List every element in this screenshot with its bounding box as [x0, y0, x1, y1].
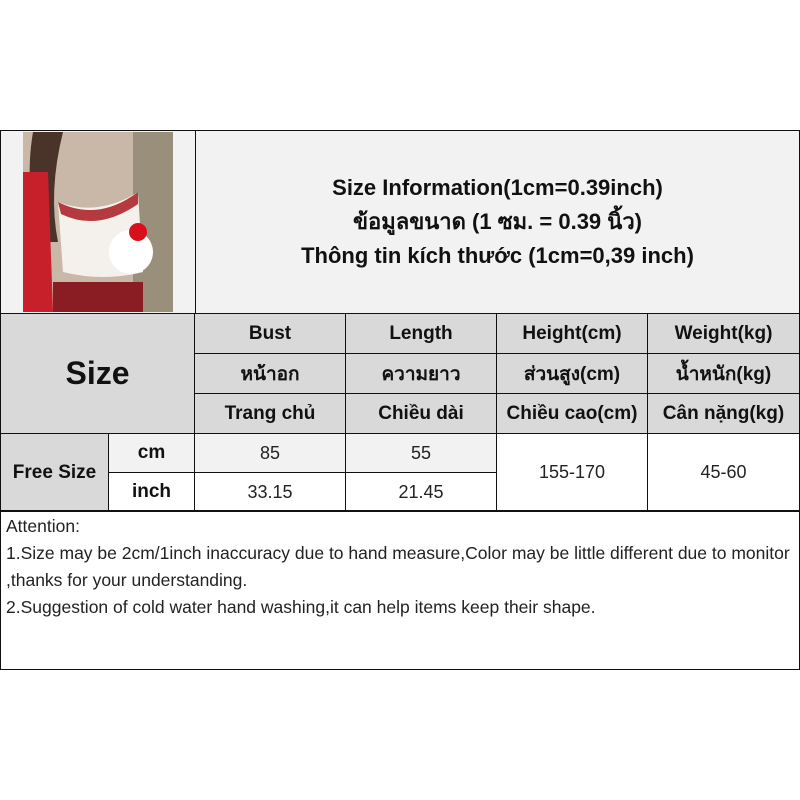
header-bust-th: หน้าอก	[194, 353, 346, 394]
attention-note-2: 2.Suggestion of cold water hand washing,…	[6, 597, 596, 617]
attention-heading: Attention:	[6, 516, 80, 536]
header-height-vi: Chiều cao(cm)	[496, 393, 648, 434]
header-bust-vi: Trang chủ	[194, 393, 346, 434]
bust-cm: 85	[194, 433, 346, 473]
length-inch: 21.45	[345, 472, 497, 512]
header-length-en: Length	[345, 313, 497, 354]
unit-inch: inch	[108, 472, 195, 512]
header-height-en: Height(cm)	[496, 313, 648, 354]
header-weight-th: น้ำหนัก(kg)	[647, 353, 800, 394]
height-range: 155-170	[496, 433, 648, 512]
size-header: Size	[0, 313, 195, 434]
unit-cm: cm	[108, 433, 195, 473]
product-photo	[23, 132, 173, 312]
title-english: Size Information(1cm=0.39inch)	[332, 175, 663, 200]
length-cm: 55	[345, 433, 497, 473]
bust-inch: 33.15	[194, 472, 346, 512]
title-thai: ข้อมูลขนาด (1 ซม. = 0.39 นิ้ว)	[352, 209, 642, 234]
size-info-title: Size Information(1cm=0.39inch) ข้อมูลขนา…	[195, 130, 800, 314]
header-weight-vi: Cân nặng(kg)	[647, 393, 800, 434]
product-photo-cell	[0, 130, 196, 314]
weight-range: 45-60	[647, 433, 800, 512]
free-size-label: Free Size	[0, 433, 109, 512]
header-length-vi: Chiều dài	[345, 393, 497, 434]
attention-note-1: 1.Size may be 2cm/1inch inaccuracy due t…	[6, 543, 790, 590]
header-height-th: ส่วนสูง(cm)	[496, 353, 648, 394]
header-length-th: ความยาว	[345, 353, 497, 394]
title-vietnamese: Thông tin kích thước (1cm=0,39 inch)	[301, 243, 694, 268]
header-weight-en: Weight(kg)	[647, 313, 800, 354]
attention-notes: Attention: 1.Size may be 2cm/1inch inacc…	[0, 510, 800, 670]
header-bust-en: Bust	[194, 313, 346, 354]
